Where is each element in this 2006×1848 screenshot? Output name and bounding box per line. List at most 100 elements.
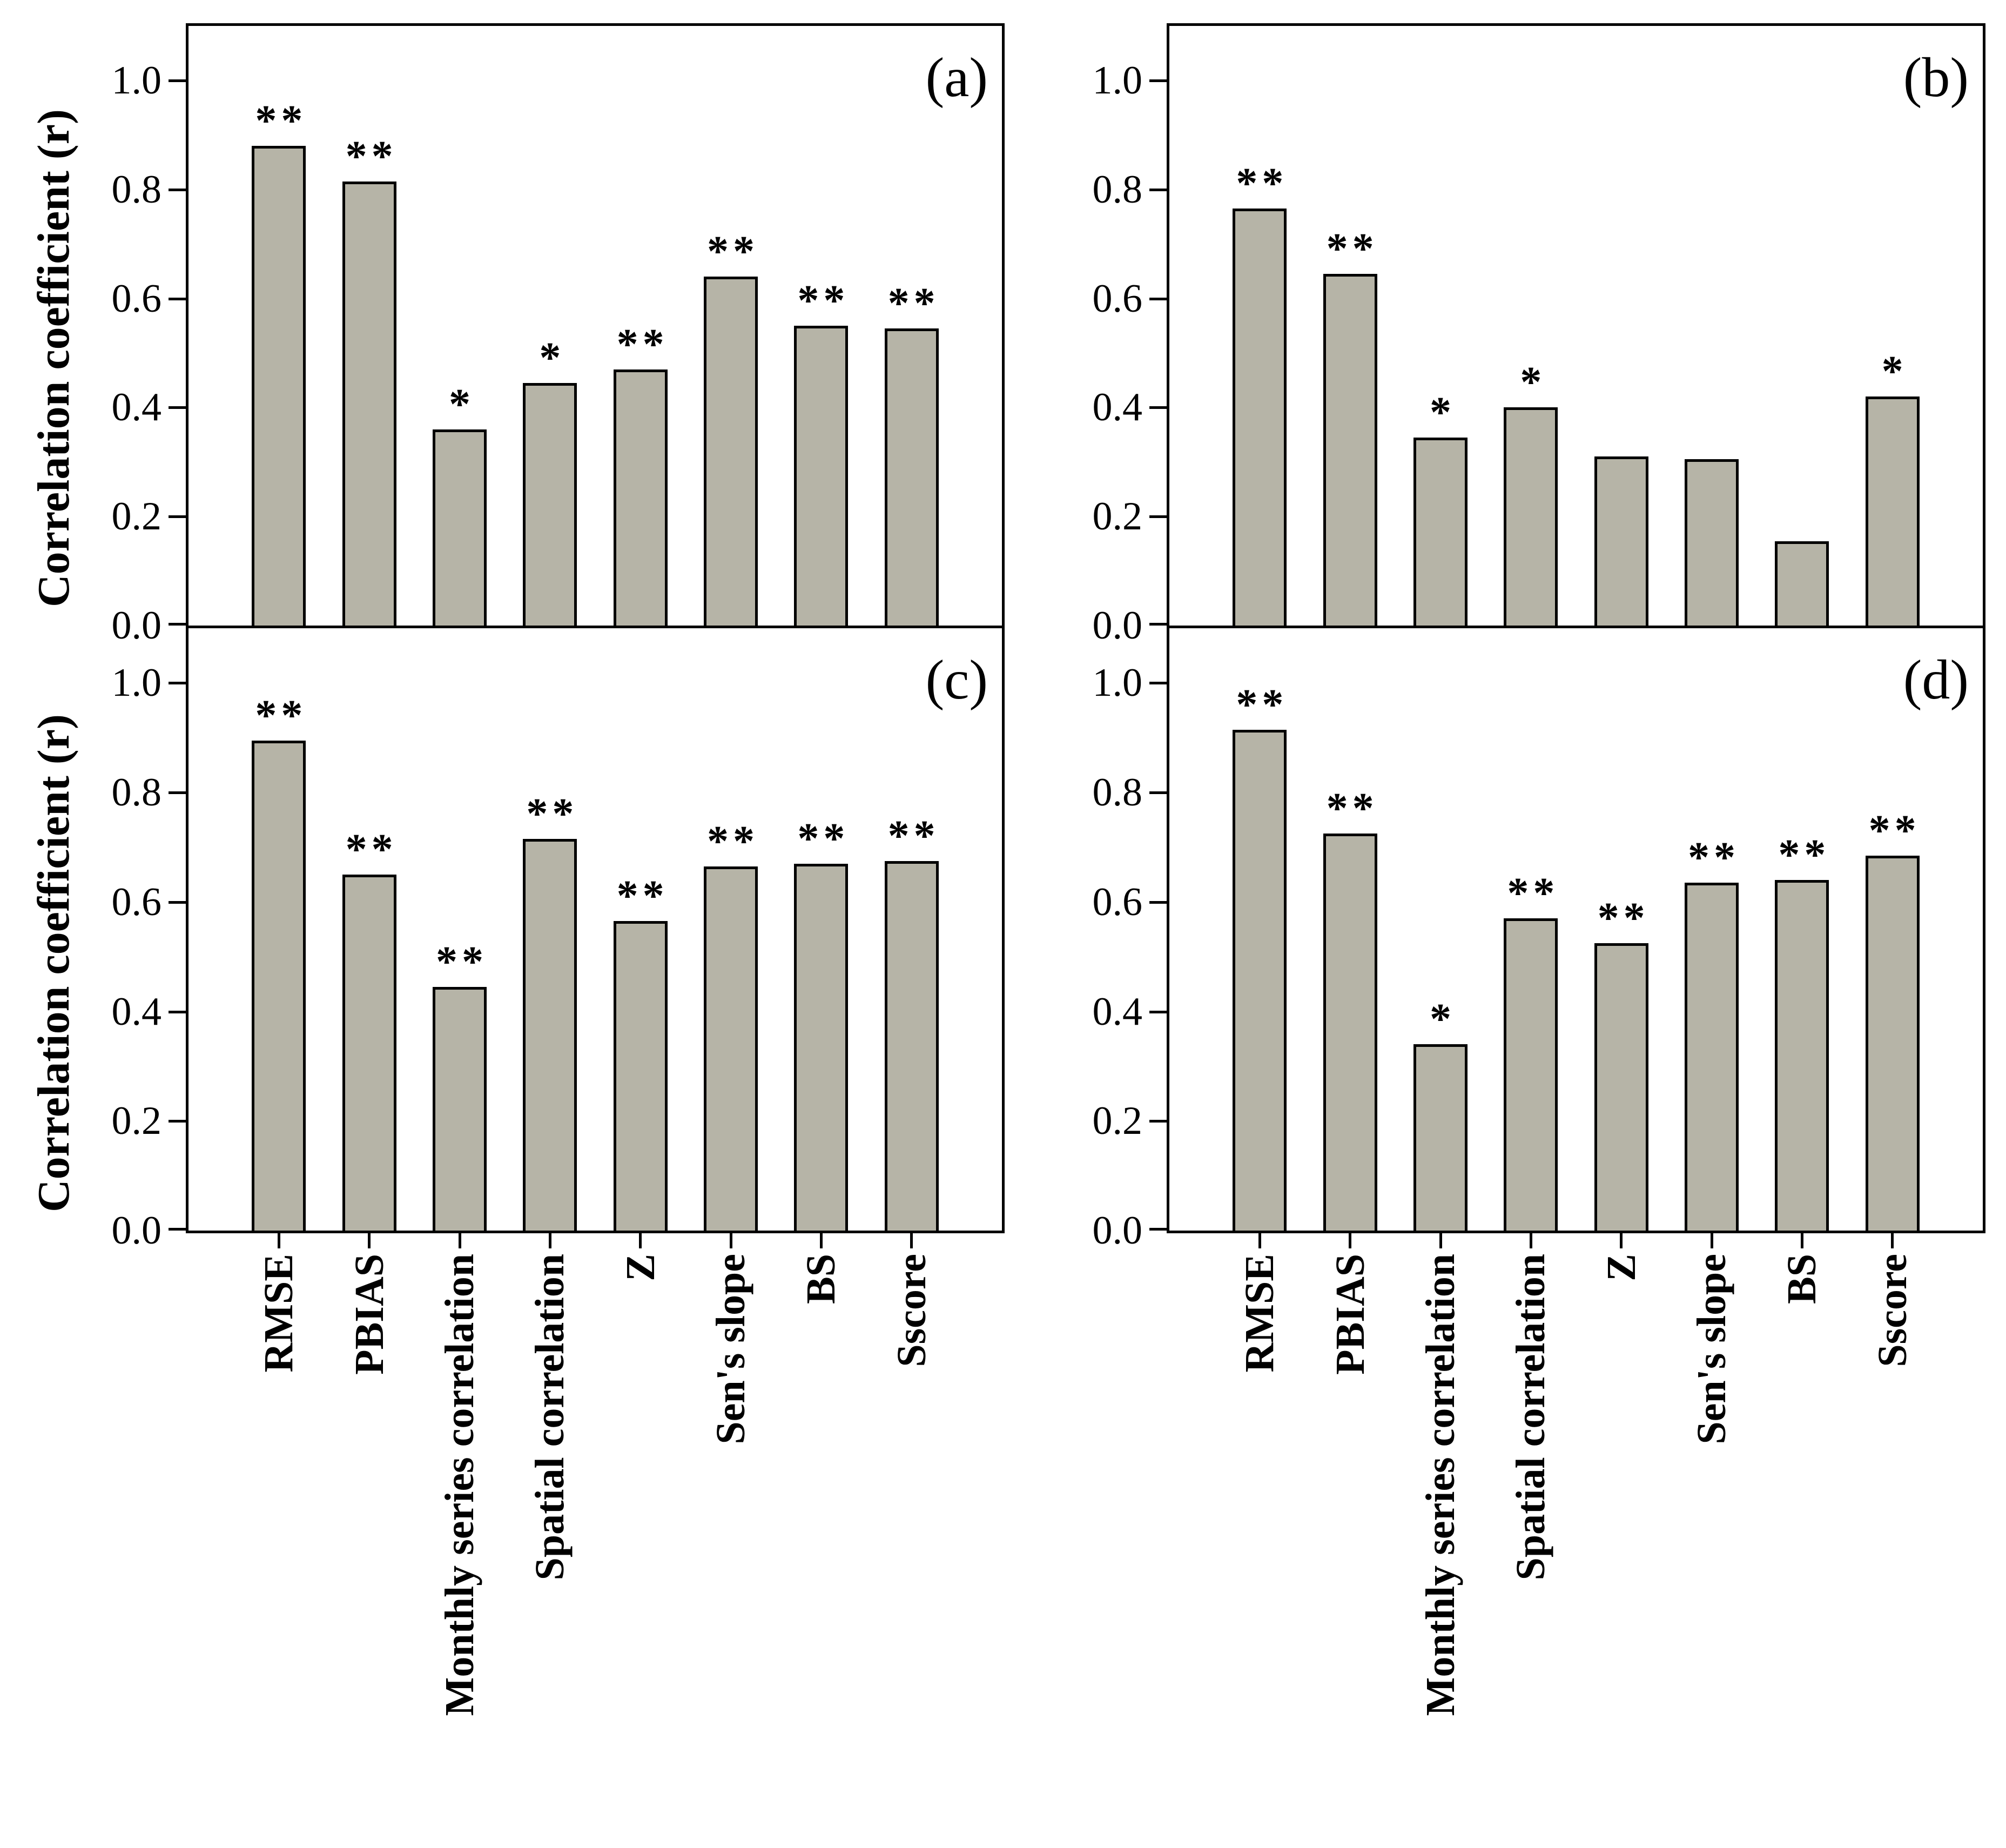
bar-sscore	[884, 328, 939, 626]
bar-bs	[1775, 880, 1829, 1231]
bar-sscore	[884, 861, 939, 1231]
panel-letter: (d)	[1903, 649, 1969, 711]
y-axis-tick	[169, 188, 186, 191]
bar-z	[1594, 456, 1648, 626]
x-category-label-monthly-series-correlation: Monthly series correlation	[1418, 1254, 1463, 1716]
bar-spatial-correlation	[1504, 407, 1558, 626]
y-axis-tick	[169, 1120, 186, 1123]
significance-marker: *	[539, 334, 566, 382]
significance-marker: **	[616, 872, 669, 920]
x-axis-tick	[368, 1233, 371, 1248]
bar-sen-s-slope	[704, 866, 758, 1231]
x-axis-tick	[1439, 1233, 1442, 1248]
significance-marker: **	[797, 815, 850, 863]
y-tick-label: 0.4	[111, 385, 162, 430]
significance-marker: **	[1778, 831, 1830, 879]
bar-sen-s-slope	[1685, 883, 1739, 1231]
significance-marker: **	[345, 132, 398, 180]
y-tick-label: 0.6	[111, 276, 162, 321]
bar-rmse	[1233, 729, 1287, 1231]
significance-marker: **	[436, 938, 488, 986]
y-tick-label: 1.0	[111, 661, 162, 705]
y-tick-label: 0.4	[111, 989, 162, 1034]
x-category-label-sen-s-slope: Sen's slope	[1689, 1254, 1734, 1444]
bar-pbias	[342, 181, 396, 626]
bar-monthly-series-correlation	[1413, 1044, 1468, 1231]
x-axis-tick	[910, 1233, 913, 1248]
x-category-label-spatial-correlation: Spatial correlation	[1508, 1254, 1554, 1581]
x-category-label-pbias: PBIAS	[346, 1254, 392, 1375]
y-tick-label: 0.8	[111, 167, 162, 212]
bar-z	[1594, 943, 1648, 1231]
significance-marker: **	[1507, 870, 1559, 918]
bar-bs	[794, 326, 849, 626]
y-axis-tick	[1149, 406, 1167, 409]
significance-marker: **	[1597, 894, 1650, 942]
significance-marker: **	[1236, 681, 1288, 729]
x-category-label-rmse: RMSE	[256, 1254, 302, 1373]
panel-c: 1.0 0.8 0.6 0.4 0.2 0.0 ** ** ** ** ** ** ** ** (c)	[112, 628, 1005, 1253]
y-axis-tick	[169, 901, 186, 904]
y-tick-label: 1.0	[1092, 661, 1143, 705]
x-category-label-monthly-series-correlation: Monthly series correlation	[437, 1254, 482, 1716]
x-axis-tick	[639, 1233, 642, 1248]
significance-marker: **	[526, 790, 578, 838]
bar-monthly-series-correlation	[1413, 437, 1468, 626]
bar-pbias	[342, 875, 396, 1231]
panel-b: 1.0 0.8 0.6 0.4 0.2 0.0 ** ** * * * (b)	[1093, 23, 1985, 648]
x-category-label-z: Z	[1598, 1254, 1644, 1281]
y-tick-label: 0.0	[111, 603, 162, 648]
x-category-label-rmse: RMSE	[1237, 1254, 1283, 1373]
y-tick-label: 0.2	[111, 494, 162, 539]
y-axis-tick	[1149, 79, 1167, 82]
bar-spatial-correlation	[523, 382, 577, 626]
y-tick-label: 0.8	[1092, 167, 1143, 212]
significance-marker: **	[1326, 785, 1378, 833]
bar-sscore	[1865, 397, 1920, 626]
y-axis-tick	[1149, 623, 1167, 626]
y-axis-tick	[1149, 188, 1167, 191]
significance-marker: **	[887, 280, 940, 328]
bar-z	[613, 369, 668, 626]
x-axis-tick	[1620, 1233, 1623, 1248]
y-axis-tick	[1149, 901, 1167, 904]
y-axis-tick	[169, 682, 186, 685]
bar-spatial-correlation	[523, 839, 577, 1231]
x-category-label-pbias: PBIAS	[1327, 1254, 1373, 1375]
y-tick-label: 0.6	[1092, 276, 1143, 321]
x-category-label-spatial-correlation: Spatial correlation	[527, 1254, 573, 1581]
y-axis-tick	[1149, 791, 1167, 795]
y-tick-label: 0.4	[1092, 989, 1143, 1034]
y-tick-label: 0.6	[1092, 879, 1143, 924]
y-axis-tick	[1149, 682, 1167, 685]
y-tick-label: 0.8	[1092, 770, 1143, 815]
bar-pbias	[1323, 274, 1377, 626]
y-tick-label: 0.0	[1092, 603, 1143, 648]
y-tick-label: 0.2	[111, 1099, 162, 1144]
x-axis-tick	[1891, 1233, 1894, 1248]
y-tick-label: 0.0	[1092, 1208, 1143, 1253]
significance-marker: **	[345, 826, 398, 874]
x-category-label-sscore: Sscore	[888, 1254, 934, 1367]
x-category-label-bs: BS	[1779, 1254, 1825, 1304]
bar-bs	[1775, 541, 1829, 626]
bar-monthly-series-correlation	[433, 986, 487, 1231]
y-axis-tick	[169, 1010, 186, 1013]
y-tick-label: 0.0	[111, 1208, 162, 1253]
significance-marker: **	[1236, 160, 1288, 208]
panel-a: 1.0 0.8 0.6 0.4 0.2 0.0 ** ** * * ** ** ** ** (a)	[112, 23, 1005, 648]
bar-sscore	[1865, 855, 1920, 1231]
bar-rmse	[252, 740, 306, 1231]
y-tick-label: 1.0	[111, 58, 162, 103]
significance-marker: *	[1881, 348, 1908, 396]
y-tick-label: 0.8	[111, 770, 162, 815]
y-axis-tick	[1149, 1010, 1167, 1013]
y-axis-tick	[169, 297, 186, 300]
bar-rmse	[252, 146, 306, 626]
figure-correlation-bar-charts: Correlation coefficient (r) Correlation …	[29, 23, 1985, 1716]
x-axis-tick	[277, 1233, 280, 1248]
x-axis-tick	[819, 1233, 823, 1248]
bar-pbias	[1323, 834, 1377, 1231]
x-axis-tick	[1349, 1233, 1352, 1248]
bar-monthly-series-correlation	[433, 429, 487, 626]
